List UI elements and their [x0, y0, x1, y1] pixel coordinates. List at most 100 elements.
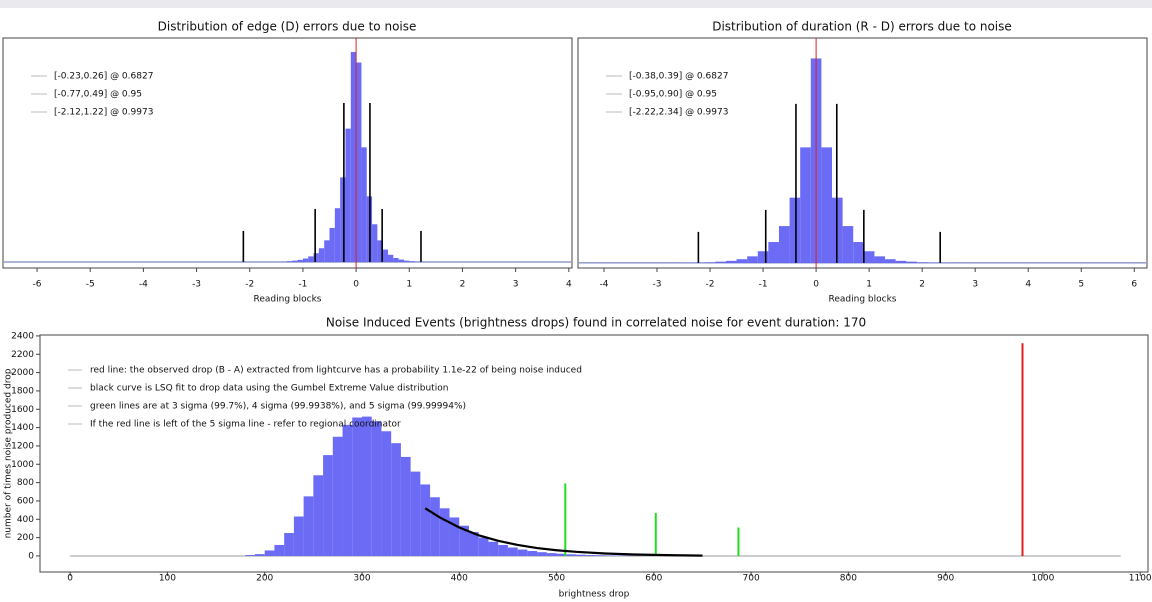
y-tick-label: 600	[17, 496, 34, 506]
histogram-bar	[274, 544, 285, 556]
chart-title: Distribution of edge (D) errors due to n…	[158, 20, 417, 34]
histogram-bar	[768, 242, 779, 263]
x-tick-label: 3	[972, 280, 978, 290]
x-tick-label: 4	[566, 280, 572, 290]
plot-frame	[2, 37, 573, 269]
x-tick-label: -6	[33, 280, 42, 290]
histogram-bar	[398, 259, 404, 262]
histogram-bar	[388, 254, 394, 262]
x-tick-label: -3	[192, 280, 201, 290]
legend-label: black curve is LSQ fit to drop data usin…	[90, 384, 448, 394]
histogram-bar	[318, 248, 325, 262]
x-tick-label: 3	[513, 280, 519, 290]
histogram-bar	[576, 554, 586, 556]
histogram-bar	[420, 484, 431, 556]
histogram-bar	[853, 242, 864, 263]
histogram-bar	[546, 553, 557, 556]
x-tick-label: -1	[298, 280, 307, 290]
histogram-bar	[324, 240, 330, 262]
histogram-bar	[821, 147, 833, 263]
x-tick-label: 1000	[1031, 574, 1054, 584]
x-tick-label: 0	[353, 280, 359, 290]
histogram-bar	[906, 261, 917, 263]
legend-label: [-0.77,0.49] @ 0.95	[54, 90, 142, 100]
histogram-bar	[286, 261, 293, 262]
y-tick-label: 1600	[11, 405, 34, 415]
x-tick-label: 800	[840, 574, 857, 584]
legend-label: [-2.12,1.22] @ 0.9973	[54, 108, 153, 118]
histogram-bar	[410, 471, 421, 556]
histogram-bar	[284, 533, 294, 556]
legend-label: If the red line is left of the 5 sigma l…	[90, 420, 401, 430]
y-tick-label: 2400	[11, 331, 34, 341]
x-axis-label: Reading blocks	[829, 295, 897, 305]
histogram-bar	[332, 436, 343, 556]
histogram-bar	[800, 147, 811, 263]
y-tick-label: 800	[17, 478, 34, 488]
fit-curve	[424, 507, 703, 557]
x-tick-label: 300	[353, 574, 370, 584]
histogram-bar	[517, 549, 528, 556]
x-tick-label: 2	[919, 280, 925, 290]
y-tick-label: 0	[28, 551, 34, 561]
histogram-bar	[377, 240, 383, 262]
histogram-bar	[403, 260, 410, 262]
legend-label: [-0.23,0.26] @ 0.6827	[54, 72, 153, 82]
x-tick-label: 200	[256, 574, 273, 584]
histogram-bar	[308, 256, 314, 262]
histogram-bar	[885, 259, 896, 263]
x-tick-label: -3	[653, 280, 662, 290]
x-tick-label: 6	[1131, 280, 1137, 290]
x-tick-label: 0	[67, 574, 73, 584]
histogram-bar	[789, 197, 801, 263]
histogram-bar	[329, 227, 335, 262]
histogram-bar	[352, 417, 362, 556]
x-tick-label: 400	[451, 574, 468, 584]
histogram-bar	[747, 256, 758, 263]
histogram-bar	[313, 253, 319, 262]
histogram-bar	[371, 421, 382, 556]
y-tick-label: 200	[17, 533, 34, 543]
histogram-bar	[895, 260, 907, 263]
legend-label: [-0.95,0.90] @ 0.95	[629, 90, 717, 100]
chart-title: Noise Induced Events (brightness drops) …	[326, 316, 866, 330]
histogram-bar	[245, 555, 255, 556]
histogram-bar	[498, 544, 508, 556]
histogram-bar	[381, 431, 392, 556]
histogram-bar	[297, 259, 303, 262]
histogram-bar	[715, 261, 726, 263]
histogram-bar	[537, 552, 547, 556]
x-tick-label: -2	[706, 280, 715, 290]
histogram-bar	[342, 424, 353, 556]
histogram-bar	[459, 525, 469, 556]
x-axis-label: Reading blocks	[254, 295, 322, 305]
legend-label: [-2.22,2.34] @ 0.9973	[629, 108, 728, 118]
x-tick-label: 5	[1078, 280, 1084, 290]
histogram-bar	[430, 497, 440, 556]
histogram-bar	[356, 62, 362, 262]
histogram-bar	[585, 555, 596, 556]
histogram-bar	[302, 258, 309, 262]
histogram-bar	[323, 455, 333, 556]
x-tick-label: 4	[1025, 280, 1031, 290]
histogram-bar	[303, 496, 314, 556]
y-axis-label: number of times noise produced drop	[4, 368, 14, 538]
histogram-bar	[400, 456, 411, 556]
histogram-bar	[449, 517, 460, 556]
x-tick-label: 1100	[1129, 574, 1152, 584]
histogram-bar	[874, 256, 886, 263]
x-tick-label: -5	[86, 280, 95, 290]
y-tick-label: 1800	[11, 386, 34, 396]
histogram-bar	[361, 147, 367, 262]
histogram-bar	[556, 553, 567, 556]
x-tick-label: 700	[743, 574, 760, 584]
histogram-bar	[391, 443, 401, 556]
histogram-bar	[595, 555, 606, 556]
plot-frame	[39, 334, 1149, 573]
x-tick-label: -1	[759, 280, 768, 290]
histogram-bar	[488, 541, 499, 556]
histogram-bar	[393, 257, 399, 262]
histogram-bar	[916, 262, 928, 263]
x-tick-label: 600	[645, 574, 662, 584]
